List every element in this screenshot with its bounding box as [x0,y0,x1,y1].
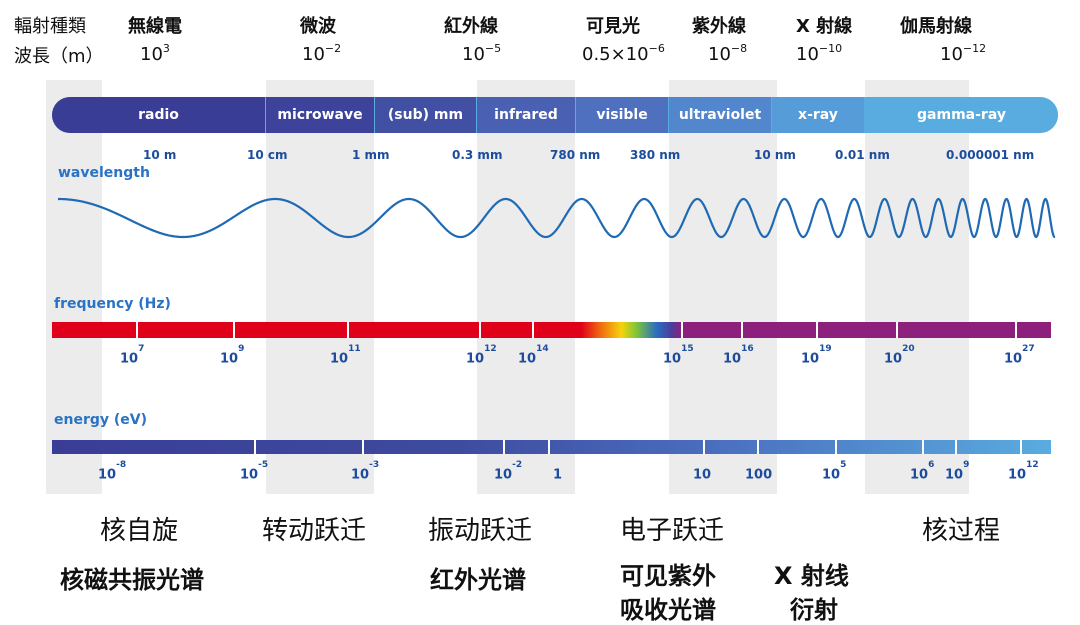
band-visible: visible [576,97,668,133]
wl-tick-10cm: 10 cm [247,148,288,162]
wl-tick-03mm: 0.3 mm [452,148,503,162]
wl-infrared: 10−5 [462,42,502,65]
band-ultraviolet: ultraviolet [669,97,771,133]
type-visible: 可見光 [586,16,640,37]
technique-nmr: 核磁共振光谱 [60,566,204,594]
band-radio: radio [52,97,265,133]
energy-sep [503,440,505,454]
stripe-gamma [865,80,969,494]
freq-sep [1015,322,1017,338]
wavelength-unit-label: 波長（m） [14,46,104,67]
freq-tick: 1015 [663,344,694,367]
freq-sep [347,322,349,338]
wl-ultraviolet: 10−8 [708,42,748,65]
energy-sep [835,440,837,454]
radiation-type-label: 輻射種類 [14,16,86,37]
technique-uv-line2: 吸收光谱 [620,596,716,624]
technique-ir: 红外光谱 [430,566,526,594]
freq-tick: 1016 [723,344,754,367]
energy-sep [955,440,957,454]
band-gamma: gamma-ray [865,97,1058,133]
type-ultraviolet: 紫外線 [692,16,746,37]
energy-tick: 109 [945,460,970,483]
freq-sep [233,322,235,338]
wl-microwave: 10−2 [302,42,342,65]
transition-nuclear-spin: 核自旋 [100,516,179,546]
energy-tick: 10-2 [494,460,523,483]
type-infrared: 紅外線 [444,16,498,37]
type-gamma: 伽馬射線 [900,16,972,37]
energy-tick: 10-3 [351,460,380,483]
energy-tick: 10-8 [98,460,127,483]
freq-tick: 1020 [884,344,915,367]
energy-tick: 1012 [1008,460,1039,483]
band-xray: x-ray [772,97,864,133]
band-infrared: infrared [477,97,575,133]
freq-tick: 1027 [1004,344,1035,367]
type-radio: 無線電 [128,16,182,37]
freq-sep [479,322,481,338]
energy-sep [254,440,256,454]
energy-tick: 1 [553,467,563,483]
energy-tick: 106 [910,460,935,483]
frequency-axis-label: frequency (Hz) [54,296,171,312]
wl-tick-380nm: 380 nm [630,148,681,162]
energy-bar [52,440,1051,454]
energy-axis-label: energy (eV) [54,412,148,428]
band-submm: (sub) mm [375,97,476,133]
wl-tick-10nm: 10 nm [754,148,796,162]
freq-tick: 1019 [801,344,832,367]
freq-sep [896,322,898,338]
transition-rotational: 转动跃迁 [262,516,367,546]
wl-gamma: 10−12 [940,42,987,65]
energy-tick: 105 [822,460,847,483]
freq-sep [741,322,743,338]
freq-tick: 109 [220,344,245,367]
energy-tick: 10-5 [240,460,269,483]
energy-sep [548,440,550,454]
type-microwave: 微波 [300,16,336,37]
wl-tick-10m: 10 m [143,148,177,162]
freq-sep [816,322,818,338]
transition-electronic: 电子跃迁 [620,516,725,546]
freq-sep [532,322,534,338]
technique-xrd-line1: X 射线 [774,562,849,590]
energy-tick: 10 [693,467,712,483]
technique-xrd-line2: 衍射 [790,596,838,624]
technique-uv-line1: 可见紫外 [620,562,716,590]
stripe-microwave [266,80,374,494]
type-xray: X 射線 [796,16,853,37]
energy-sep [922,440,924,454]
frequency-bar [52,322,1051,338]
band-microwave: microwave [266,97,374,133]
wl-xray: 10−10 [796,42,843,65]
transition-vibrational: 振动跃迁 [428,516,533,546]
freq-tick: 1014 [518,344,549,367]
wl-tick-0000001nm: 0.000001 nm [946,148,1035,162]
wl-tick-1mm: 1 mm [352,148,390,162]
freq-tick: 1011 [330,344,361,367]
freq-tick: 107 [120,344,145,367]
freq-sep [681,322,683,338]
transition-nuclear-process: 核过程 [922,516,1001,546]
energy-sep [703,440,705,454]
stripe-radio [46,80,102,494]
energy-sep [1020,440,1022,454]
freq-tick: 1012 [466,344,497,367]
stripe-infrared [477,80,575,494]
energy-tick: 100 [745,467,773,483]
wl-tick-780nm: 780 nm [550,148,601,162]
energy-sep [362,440,364,454]
stripe-ultraviolet [669,80,777,494]
wl-radio: 103 [140,42,170,65]
wl-tick-001nm: 0.01 nm [835,148,890,162]
freq-sep [136,322,138,338]
wl-visible: 0.5×10−6 [582,42,665,65]
energy-sep [757,440,759,454]
wavelength-axis-label: wavelength [58,165,150,181]
